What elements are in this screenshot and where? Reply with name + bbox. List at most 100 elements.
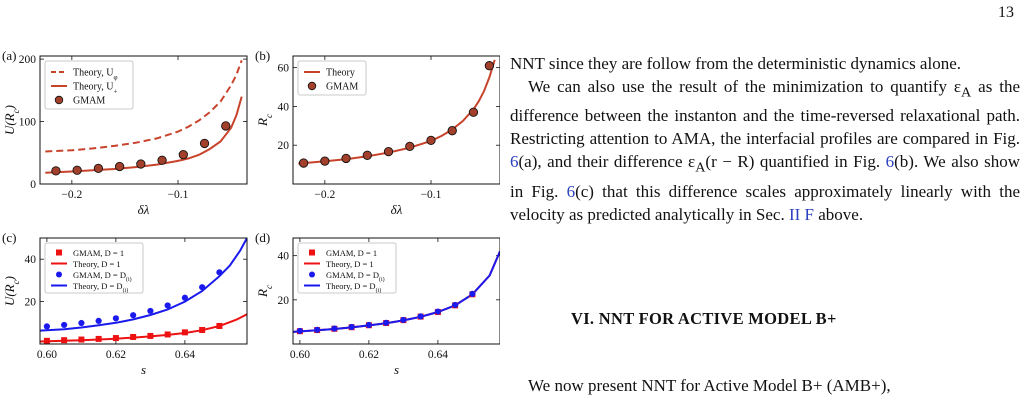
axes-frame (292, 55, 500, 185)
y-tick-label: 40 (278, 251, 290, 263)
plot-area (298, 59, 496, 168)
x-tick-label: 0.60 (290, 349, 310, 361)
data-point (147, 307, 154, 315)
data-point (199, 138, 210, 149)
axes-frame (39, 55, 248, 185)
legend-handle (309, 249, 315, 256)
panel-label: (d) (255, 230, 270, 245)
data-point (469, 290, 476, 297)
x-axis-label: s (394, 362, 399, 377)
data-point (298, 158, 309, 168)
data-point (216, 322, 223, 329)
x-tick-label: −0.1 (168, 189, 189, 201)
data-point (178, 150, 188, 160)
y-axis-label: Rc (255, 285, 274, 298)
panel-label: (b) (255, 48, 270, 63)
data-point (320, 156, 330, 166)
section-heading: VI. NNT FOR ACTIVE MODEL B+ (571, 309, 837, 328)
y-tick-label: 40 (278, 101, 290, 113)
axes-frame (39, 237, 248, 345)
figure-ref[interactable]: 6 (566, 181, 576, 201)
y-tick-label: 100 (19, 117, 37, 129)
data-point (199, 284, 206, 291)
x-tick-label: 0.62 (106, 349, 126, 361)
legend-label: GMAM, D = 1 (73, 248, 124, 258)
data-point (114, 161, 125, 172)
data-point (61, 321, 68, 329)
y-axis-label: U(Rc) (2, 105, 21, 135)
body-text: NNT since they are follow from the deter… (510, 52, 1020, 226)
legend-handle (56, 249, 62, 256)
legend: Theory GMAM (297, 60, 367, 96)
data-point (452, 301, 459, 309)
data-point (43, 337, 50, 344)
series-line (298, 59, 496, 165)
legend-handle (56, 271, 62, 278)
legend-handle (309, 271, 315, 278)
legend-label: GMAM, D = D(i) (326, 270, 385, 283)
legend-label: GMAM (326, 82, 358, 93)
legend-label: Theory, D = D(i) (326, 281, 381, 294)
data-point (221, 121, 231, 131)
data-point (78, 336, 85, 343)
legend-label: Theory, Uφ (73, 68, 118, 82)
data-point (61, 337, 68, 344)
data-point (199, 327, 206, 334)
data-point (95, 335, 102, 342)
series-line (45, 60, 243, 153)
data-point (484, 61, 495, 71)
figure-ref[interactable]: 6 (885, 152, 895, 172)
y-tick-label: 0 (30, 179, 36, 191)
x-tick-label: 0.60 (37, 349, 57, 361)
legend-label: GMAM (73, 96, 105, 107)
data-point (112, 335, 119, 342)
data-point (112, 315, 119, 322)
legend-label: Theory, D = D(i) (73, 281, 128, 294)
y-tick-label: 60 (278, 63, 290, 75)
page-number: 13 (998, 4, 1014, 21)
data-point (331, 325, 338, 332)
paragraph-1: NNT since they are follow from the deter… (510, 54, 961, 73)
plot-area (45, 60, 243, 176)
data-point (348, 323, 355, 331)
data-point (181, 329, 188, 336)
data-point (400, 316, 407, 324)
data-point (447, 126, 457, 136)
legend-label: GMAM, D = D(i) (73, 270, 132, 283)
data-point (314, 326, 321, 333)
data-point (181, 294, 188, 301)
legend-handle (54, 95, 64, 105)
x-axis-label: δλ (138, 202, 150, 217)
data-point (93, 163, 104, 174)
data-point (434, 308, 441, 315)
y-tick-label: 40 (25, 254, 37, 266)
data-point (365, 321, 372, 329)
figure-ref[interactable]: 6 (510, 152, 519, 172)
data-point (130, 312, 137, 319)
x-axis-label: δλ (391, 202, 403, 217)
plot-area (293, 250, 500, 335)
y-tick-label: 200 (19, 54, 37, 66)
panel-b: (b) −0.2 −0.1 20 40 60 δλ Rc Theory GMAM (255, 48, 500, 217)
data-point (383, 146, 394, 157)
section-ref[interactable]: II F (788, 204, 815, 224)
panel-a: (a) −0.2 −0.1 0 100 200 δλ U(Rc) Theory, UφTheor… (2, 48, 248, 217)
data-point (51, 166, 61, 176)
y-tick-label: 20 (278, 295, 290, 307)
data-point (136, 159, 146, 169)
x-tick-label: −0.1 (421, 189, 442, 201)
data-point (164, 331, 171, 338)
subscript-a: A (961, 84, 972, 101)
data-point (78, 319, 85, 327)
data-point (362, 150, 372, 160)
x-axis-label: s (141, 362, 146, 377)
paragraph-2: We can also use the result of the minimi… (510, 77, 1021, 224)
data-point (147, 332, 154, 339)
data-point (341, 153, 351, 164)
